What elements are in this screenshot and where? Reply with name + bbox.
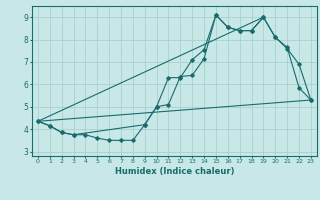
X-axis label: Humidex (Indice chaleur): Humidex (Indice chaleur) [115, 167, 234, 176]
